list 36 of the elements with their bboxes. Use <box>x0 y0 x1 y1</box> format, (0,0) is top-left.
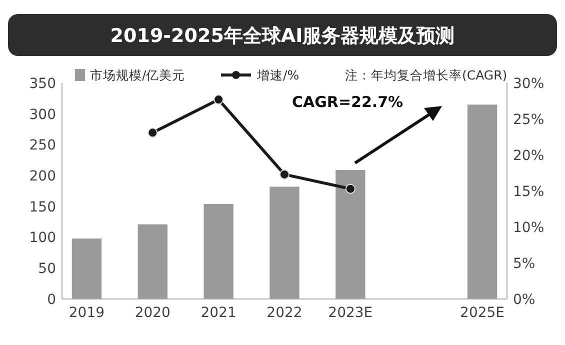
y2-tick-label: 20% <box>513 148 544 164</box>
legend-label: 增速/% <box>256 67 300 82</box>
bar <box>72 238 102 299</box>
bar <box>138 224 168 299</box>
y2-tick-label: 15% <box>513 184 544 200</box>
x-tick-label: 2021 <box>200 305 236 321</box>
point <box>345 184 356 194</box>
y-tick-label: 350 <box>29 76 56 92</box>
chart-title: 2019-2025年全球AI服务器规模及预测 <box>110 25 455 47</box>
bar <box>467 104 498 299</box>
y2-tick-label: 0% <box>513 292 536 308</box>
y-tick-label: 150 <box>29 199 56 216</box>
point <box>280 169 290 180</box>
bar <box>336 170 366 299</box>
x-tick-label: 2020 <box>134 305 170 321</box>
y-tick-label: 100 <box>29 230 56 246</box>
bar <box>270 186 300 299</box>
y-tick-label: 300 <box>29 106 56 123</box>
text: 注：年均复合增长率(CAGR) <box>345 67 508 82</box>
x-tick-label: 2025E <box>460 305 505 321</box>
legend-label: 市场规模/亿美元 <box>90 67 186 82</box>
point <box>148 128 158 138</box>
y2-tick-label: 30% <box>513 76 544 92</box>
point <box>214 94 224 105</box>
y-tick-label: 0 <box>47 292 56 308</box>
y-tick-label: 50 <box>38 261 56 278</box>
y2-tick-label: 25% <box>513 112 544 128</box>
x-tick-label: 2019 <box>68 305 105 321</box>
y2-tick-label: 10% <box>513 220 544 236</box>
bar <box>204 204 234 299</box>
y-tick-label: 250 <box>29 138 56 154</box>
x-tick-label: 2022 <box>266 305 302 321</box>
y-tick-label: 200 <box>29 168 56 184</box>
y2-tick-label: 5% <box>513 256 536 272</box>
annotation: CAGR=22.7% <box>292 93 404 111</box>
x-tick-label: 2023E <box>328 305 373 321</box>
